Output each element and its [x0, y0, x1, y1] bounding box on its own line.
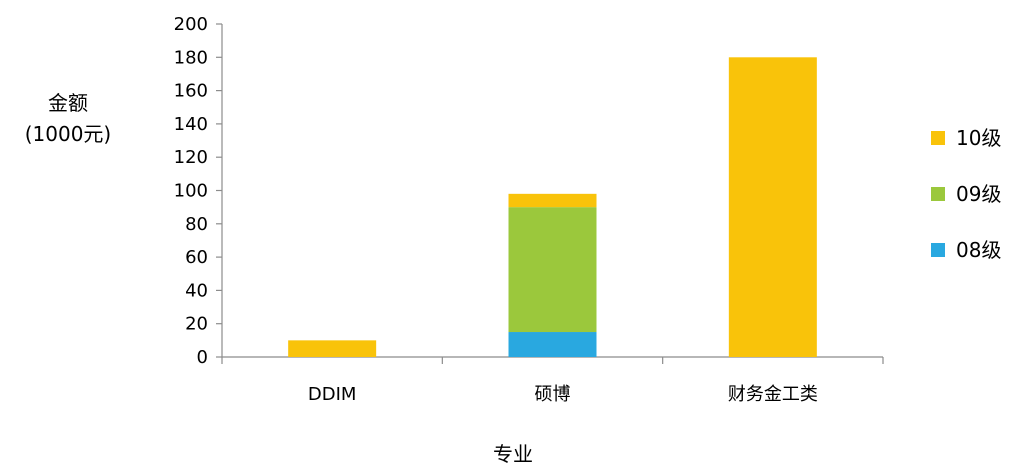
legend-swatch	[931, 187, 945, 201]
legend-label: 08级	[956, 238, 1001, 262]
x-tick-label: 硕博	[535, 384, 571, 405]
bars	[288, 57, 817, 358]
bar-segment	[508, 207, 597, 333]
y-axis: 0 20 40 60 80 100 120 140 160 180 200	[174, 14, 223, 368]
y-tick-label: 60	[185, 247, 208, 268]
y-tick-label: 120	[174, 147, 208, 168]
y-axis-title: 金额	[48, 91, 88, 115]
bar-segment	[508, 193, 597, 208]
y-tick-label: 100	[174, 181, 208, 202]
legend-swatch	[931, 243, 945, 257]
y-tick-label: 20	[185, 314, 208, 335]
y-tick-label: 140	[174, 114, 208, 135]
x-axis-title: 专业	[493, 442, 533, 466]
y-axis-unit: (1000元)	[25, 122, 112, 146]
legend: 10级 09级 08级	[931, 126, 1001, 262]
y-tick-label: 160	[174, 81, 208, 102]
x-tick-label: DDIM	[308, 384, 357, 405]
legend-label: 09级	[956, 182, 1001, 206]
x-tick-label: 财务金工类	[728, 384, 818, 405]
legend-swatch	[931, 131, 945, 145]
y-tick-label: 80	[185, 214, 208, 235]
bar-segment	[288, 340, 377, 357]
x-axis: DDIM 硕博 财务金工类	[221, 356, 884, 405]
y-tick-label: 200	[174, 14, 208, 35]
bar-segment	[508, 332, 597, 357]
legend-label: 10级	[956, 126, 1001, 150]
y-tick-label: 40	[185, 280, 208, 301]
y-tick-label: 180	[174, 47, 208, 68]
y-tick-label: 0	[197, 347, 208, 368]
bar-segment	[728, 57, 817, 358]
